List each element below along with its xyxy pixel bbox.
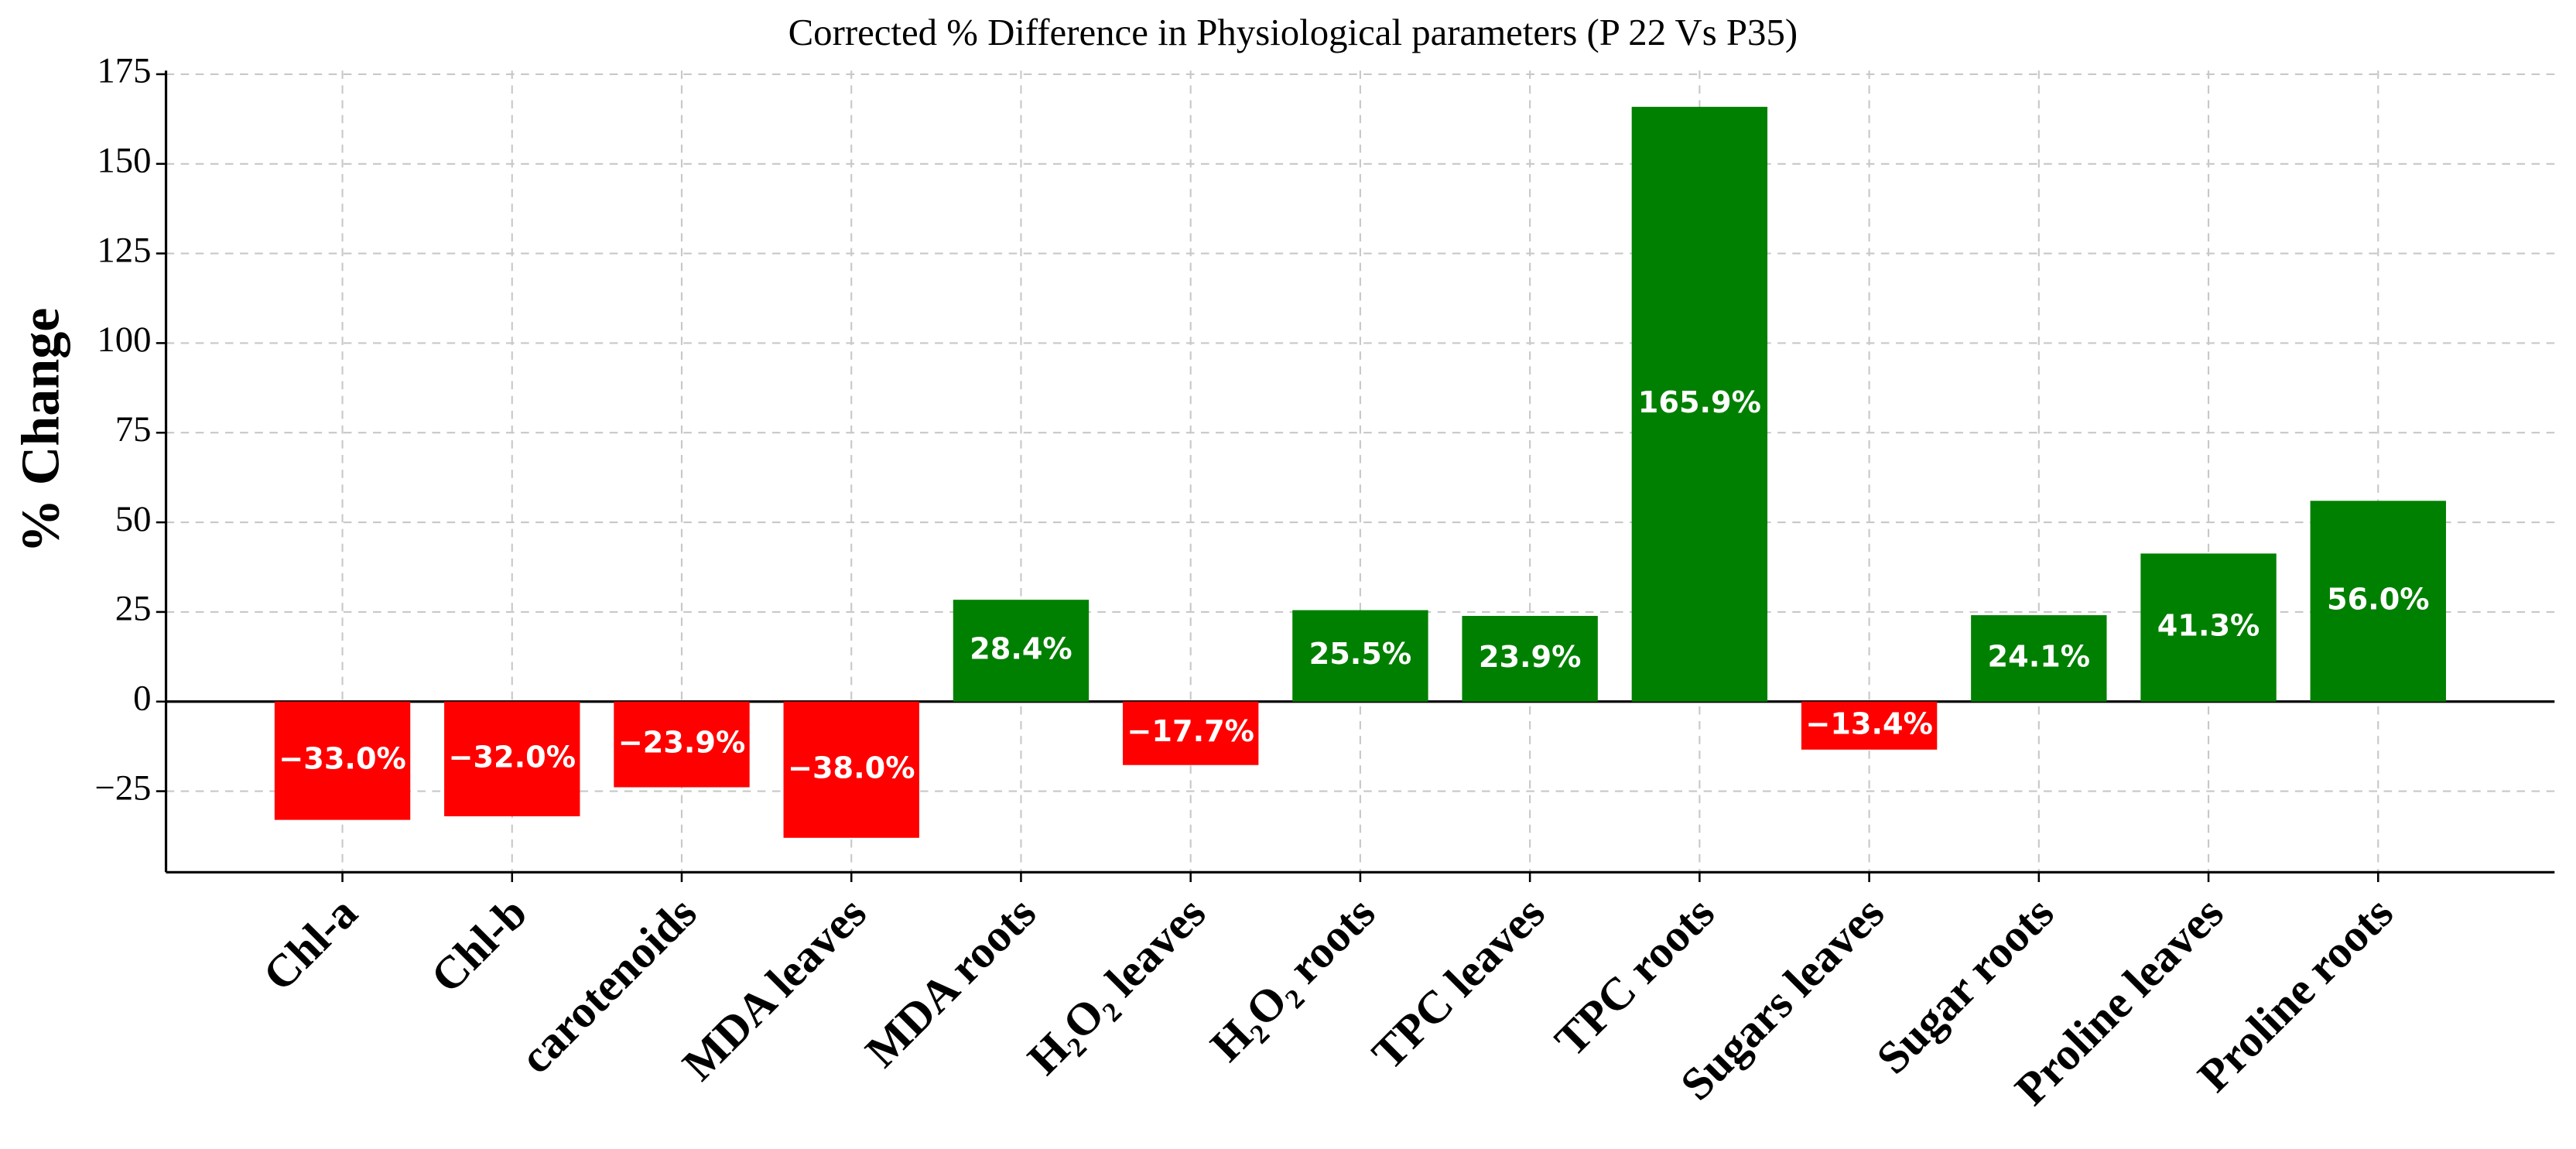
bar-value-label: −33.0% <box>279 743 406 777</box>
x-tick-label: H₂O₂ leaves <box>1018 887 1215 1084</box>
y-tick-label: 50 <box>115 499 152 539</box>
bar <box>953 600 1090 702</box>
bar-value-label: 23.9% <box>1479 641 1582 675</box>
x-tick-label: H₂O₂ roots <box>1200 887 1384 1071</box>
bar-value-label: 56.0% <box>2327 583 2430 617</box>
bar <box>1292 610 1428 702</box>
y-tick-label: 25 <box>115 589 152 629</box>
bar <box>2310 501 2446 702</box>
y-axis-label: % Change <box>12 308 71 553</box>
y-tick-label: 75 <box>115 409 152 450</box>
bar-value-label: 165.9% <box>1638 386 1761 420</box>
chart-title: Corrected % Difference in Physiological … <box>789 11 1798 53</box>
bar-value-label: 41.3% <box>2157 610 2260 644</box>
bar <box>274 701 411 820</box>
bar <box>2140 553 2277 702</box>
x-tick-label: TPC roots <box>1545 887 1724 1066</box>
bar <box>783 701 919 838</box>
y-tick-label: 0 <box>133 678 151 718</box>
bar <box>614 701 750 788</box>
bar <box>1122 701 1259 765</box>
bar <box>1801 701 1938 750</box>
x-tick-label: MDA leaves <box>672 887 876 1090</box>
bar <box>1462 616 1598 702</box>
bar <box>1631 107 1768 702</box>
bar <box>1971 615 2107 702</box>
y-tick-label: 150 <box>97 140 151 180</box>
bar-value-label: 28.4% <box>970 632 1072 666</box>
y-tick-label: −25 <box>94 768 151 808</box>
bar-value-label: 25.5% <box>1309 638 1412 672</box>
x-tick-label: Chl-b <box>421 887 536 1002</box>
x-tick-label: MDA roots <box>856 887 1046 1077</box>
y-tick-label: 125 <box>97 230 151 270</box>
bar-value-label: 24.1% <box>1988 640 2091 674</box>
bar-value-label: −17.7% <box>1127 715 1254 749</box>
bar-value-label: −23.9% <box>618 727 746 761</box>
y-tick-label: 175 <box>97 51 151 91</box>
bar-value-label: −38.0% <box>788 751 915 785</box>
x-tick-label: TPC leaves <box>1362 887 1555 1079</box>
bar <box>444 701 580 817</box>
bar-value-label: −32.0% <box>448 740 576 775</box>
x-tick-label: Chl-a <box>253 887 367 1000</box>
bar-value-label: −13.4% <box>1805 707 1933 741</box>
y-tick-label: 100 <box>97 320 151 360</box>
